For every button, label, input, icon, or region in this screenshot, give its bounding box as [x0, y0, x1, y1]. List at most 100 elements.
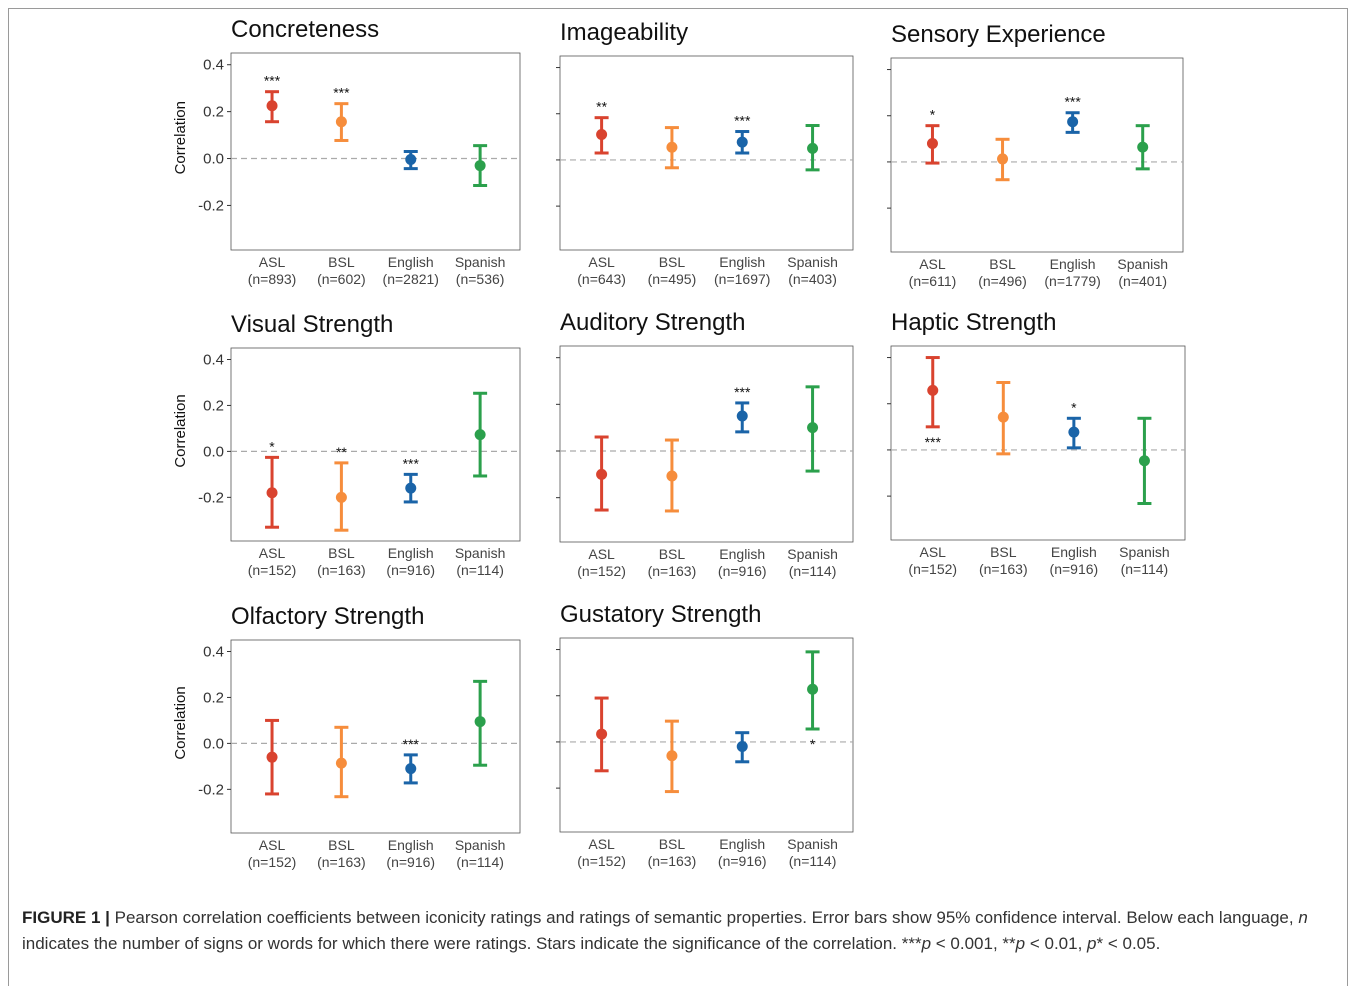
x-tick-sublabel: (n=643) — [577, 271, 626, 287]
panel-title: Auditory Strength — [560, 309, 745, 336]
point — [474, 429, 486, 441]
x-tick-sublabel: (n=114) — [789, 563, 837, 579]
x-tick-label: BSL — [659, 836, 686, 852]
x-tick-sublabel: (n=163) — [648, 563, 697, 579]
point — [335, 491, 347, 503]
y-tick-label: 0.4 — [203, 351, 224, 368]
x-tick-label: BSL — [659, 254, 686, 270]
x-tick-label: BSL — [328, 545, 355, 561]
x-tick-label: Spanish — [455, 837, 506, 853]
point — [335, 116, 347, 128]
x-tick-sublabel: (n=152) — [577, 563, 626, 579]
point — [666, 141, 678, 153]
point — [266, 751, 278, 763]
significance-label: * — [1071, 399, 1077, 415]
point — [596, 129, 608, 141]
plot-area — [230, 639, 521, 834]
x-tick-label: ASL — [588, 254, 615, 270]
x-tick-label: ASL — [259, 837, 286, 853]
caption-text: n — [1298, 908, 1308, 927]
y-tick-label: 0.2 — [203, 104, 224, 121]
point — [997, 411, 1009, 423]
x-tick-label: Spanish — [787, 836, 838, 852]
y-tick-label: 0.0 — [203, 443, 224, 460]
x-tick-label: Spanish — [1119, 544, 1170, 560]
y-tick-label: 0.4 — [203, 57, 224, 74]
x-tick-label: English — [388, 545, 434, 561]
x-tick-sublabel: (n=496) — [978, 273, 1027, 289]
significance-label: *** — [403, 736, 420, 752]
x-tick-sublabel: (n=114) — [789, 853, 837, 869]
point — [736, 136, 748, 148]
significance-label: *** — [403, 455, 420, 471]
plot-area — [890, 345, 1186, 541]
x-tick-sublabel: (n=536) — [456, 271, 505, 287]
point — [266, 487, 278, 499]
plot-area — [559, 55, 854, 251]
x-tick-sublabel: (n=163) — [979, 561, 1028, 577]
significance-label: ** — [336, 444, 347, 460]
x-tick-label: Spanish — [455, 545, 506, 561]
significance-label: *** — [1064, 94, 1081, 110]
panel-title: Gustatory Strength — [560, 601, 761, 628]
x-tick-sublabel: (n=916) — [1050, 561, 1099, 577]
significance-label: ** — [596, 99, 607, 115]
point — [474, 160, 486, 172]
x-tick-sublabel: (n=401) — [1118, 273, 1167, 289]
y-tick-label: -0.2 — [198, 489, 224, 506]
x-tick-label: BSL — [328, 837, 355, 853]
x-tick-sublabel: (n=163) — [317, 562, 366, 578]
significance-label: *** — [333, 85, 350, 101]
caption-text: p — [921, 933, 932, 953]
point — [596, 468, 608, 480]
x-tick-sublabel: (n=114) — [456, 562, 504, 578]
panel-title: Visual Strength — [231, 311, 393, 338]
y-tick-label: 0.4 — [203, 643, 224, 660]
y-tick-label: 0.2 — [203, 397, 224, 414]
significance-label: * — [930, 107, 936, 123]
y-tick-label: 0.2 — [203, 689, 224, 706]
x-tick-label: BSL — [989, 256, 1016, 272]
x-tick-label: English — [1051, 544, 1097, 560]
panel-title: Olfactory Strength — [231, 603, 424, 630]
caption-text: Pearson correlation coefficients between… — [109, 908, 1299, 927]
x-tick-label: ASL — [588, 836, 615, 852]
x-tick-sublabel: (n=114) — [456, 854, 504, 870]
x-tick-label: ASL — [259, 545, 286, 561]
point — [1137, 141, 1149, 153]
x-tick-sublabel: (n=403) — [788, 271, 837, 287]
x-tick-label: English — [388, 837, 434, 853]
x-tick-label: English — [719, 546, 765, 562]
x-tick-label: BSL — [990, 544, 1017, 560]
point — [405, 153, 417, 165]
point — [266, 100, 278, 112]
x-tick-label: Spanish — [455, 254, 506, 270]
y-axis-label: Correlation — [172, 101, 189, 174]
point — [997, 153, 1009, 165]
significance-label: *** — [264, 73, 281, 89]
caption-text: < 0.01, — [1025, 933, 1088, 953]
point — [927, 384, 939, 396]
x-tick-sublabel: (n=163) — [648, 853, 697, 869]
x-tick-sublabel: (n=1697) — [714, 271, 770, 287]
x-tick-label: ASL — [588, 546, 615, 562]
x-tick-label: Spanish — [787, 546, 838, 562]
point — [807, 683, 819, 695]
x-tick-label: English — [719, 836, 765, 852]
caption-text: * < 0.05. — [1096, 933, 1161, 953]
caption-label: FIGURE 1 | — [22, 908, 110, 927]
point — [1067, 116, 1079, 128]
significance-label: *** — [734, 384, 751, 400]
x-tick-sublabel: (n=114) — [1121, 561, 1169, 577]
y-tick-label: 0.0 — [203, 151, 224, 168]
caption-text: < 0.001, ** — [931, 933, 1016, 953]
x-tick-label: Spanish — [1117, 256, 1168, 272]
point — [1068, 426, 1080, 438]
x-tick-sublabel: (n=152) — [248, 854, 297, 870]
x-tick-sublabel: (n=2821) — [383, 271, 439, 287]
point — [926, 137, 938, 149]
x-tick-label: ASL — [919, 256, 946, 272]
point — [666, 750, 678, 762]
x-tick-label: BSL — [328, 254, 355, 270]
